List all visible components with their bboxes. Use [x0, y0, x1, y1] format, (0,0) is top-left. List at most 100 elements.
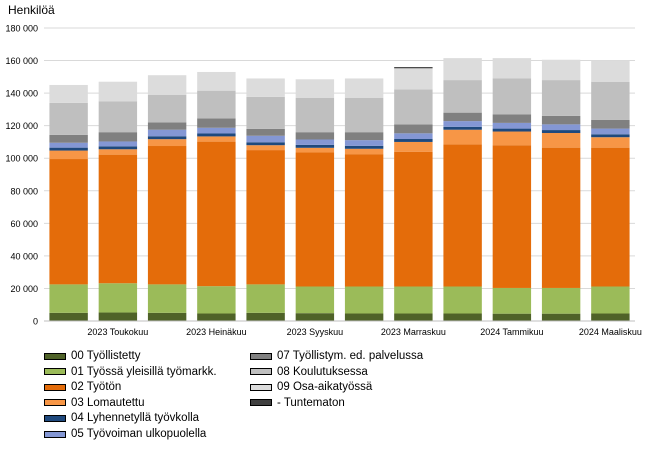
y-axis-ticks: 0 20 000 40 000 60 000 80 000 100 000 120 000 1… [5, 24, 38, 327]
bar-segment [49, 147, 88, 151]
bar-segment [246, 145, 285, 151]
bar-segment [344, 132, 384, 141]
bar-segment [147, 146, 187, 285]
bar-segment [394, 313, 433, 321]
bar-segment [492, 58, 532, 79]
legend-swatch [44, 368, 66, 376]
legend-swatch [250, 368, 272, 376]
bar-segment [541, 130, 581, 133]
bar-segment [98, 312, 138, 321]
legend-label: 05 Työvoiman ulkopuolella [71, 428, 207, 440]
bar-segment [443, 286, 482, 314]
bar-segment [443, 313, 482, 321]
bar-segment [246, 128, 285, 136]
y-axis-label: Henkilöä [8, 3, 55, 17]
legend-swatch [44, 430, 66, 438]
x-tick-label: 2023 Syyskuu [287, 327, 344, 337]
y-tick-label: 140 000 [5, 89, 38, 99]
bar-segment [295, 286, 335, 314]
bar-segment [541, 313, 581, 321]
bar-segment [394, 133, 433, 140]
y-tick-label: 20 000 [10, 284, 38, 294]
bar-segment [394, 141, 433, 152]
bar-segment [492, 145, 532, 288]
bar-segment [98, 101, 138, 133]
legend-label: 08 Koulutuksessa [277, 365, 368, 378]
bar-segment [344, 286, 384, 314]
bar-segment [443, 112, 482, 122]
legend-swatch [250, 352, 272, 360]
legend-item: 09 Osa-aikatyössä [250, 381, 372, 393]
bar-segment [49, 102, 88, 135]
bar-segment [197, 136, 236, 142]
bar-segment [98, 132, 138, 142]
bar-segment [147, 139, 187, 147]
bar-segment [295, 313, 335, 321]
bar-segment [295, 147, 335, 153]
bar-segment [246, 142, 285, 146]
bar-segment [246, 78, 285, 97]
legend-label: 02 Työtön [71, 381, 122, 394]
bar-segment [541, 287, 581, 314]
legend-swatch [250, 399, 272, 407]
bar-segment [344, 313, 384, 321]
legend-item: 05 Työvoiman ulkopuolella [44, 428, 206, 440]
legend-label: 07 Työllistym. ed. palvelussa [277, 350, 424, 362]
bar-segment [197, 71, 236, 91]
bar-segment [591, 286, 630, 314]
bar-segment [49, 150, 88, 160]
bar-segment [591, 147, 630, 287]
bar-segment [344, 97, 384, 133]
bars [49, 58, 630, 321]
y-tick-label: 100 000 [5, 154, 38, 164]
legend-swatch [44, 399, 66, 407]
x-tick-label: 2023 Marraskuu [381, 327, 446, 337]
legend-swatch [44, 414, 66, 422]
legend-item: 07 Työllistym. ed. palvelussa [250, 350, 423, 362]
legend-swatch [44, 383, 66, 391]
bar-segment [49, 312, 88, 321]
y-tick-label: 80 000 [10, 186, 38, 196]
legend-swatch [250, 383, 272, 391]
legend-swatch [44, 352, 66, 360]
bar-segment [147, 136, 187, 140]
bar-segment [591, 60, 630, 82]
bar-segment [492, 128, 532, 132]
bar-segment [246, 96, 285, 129]
legend-label: 04 Lyhennetyllä työvkolla [71, 412, 200, 425]
bar-segment [394, 151, 433, 287]
legend-item: 08 Koulutuksessa [250, 366, 368, 378]
y-tick-label: 180 000 [5, 24, 38, 34]
bar-segment [98, 141, 138, 147]
bar-segment [443, 126, 482, 130]
bar-segment [541, 132, 581, 148]
legend-label: 00 Työllistetty [71, 350, 141, 362]
bar-segment [295, 97, 335, 133]
legend-item: 02 Työtön [44, 381, 121, 393]
bar-segment [492, 114, 532, 123]
bar-segment [246, 150, 285, 285]
bar-segment [295, 79, 335, 98]
bar-segment [541, 80, 581, 116]
bar-segment [197, 313, 236, 321]
bar-segment [197, 133, 236, 137]
bar-segment [49, 134, 88, 143]
bar-segment [98, 149, 138, 155]
bar-segment [394, 67, 433, 90]
bar-segment [394, 67, 433, 69]
legend-item: 00 Työllistetty [44, 350, 140, 362]
y-tick-label: 0 [33, 317, 38, 327]
bar-segment [541, 115, 581, 125]
legend-item: - Tuntematon [250, 397, 345, 409]
bar-segment [394, 286, 433, 314]
bar-segment [591, 134, 630, 138]
bar-segment [147, 94, 187, 123]
bar-segment [98, 154, 138, 284]
bar-segment [295, 132, 335, 140]
x-tick-label: 2023 Heinäkuu [186, 327, 247, 337]
bar-segment [492, 287, 532, 314]
bar-segment [443, 129, 482, 145]
bar-segment [394, 89, 433, 125]
bar-segment [443, 144, 482, 287]
